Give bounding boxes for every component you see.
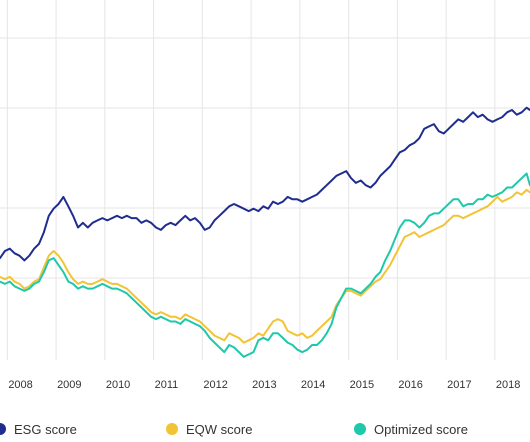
legend-item-optimized[interactable]: Optimized score	[354, 420, 468, 438]
series-line-eqw-score	[0, 188, 530, 344]
x-tick-label-2012: 2012	[203, 379, 227, 391]
x-tick-label-2010: 2010	[106, 379, 130, 391]
x-tick-label-2013: 2013	[252, 379, 276, 391]
grid	[0, 0, 530, 360]
x-tick-label-2017: 2017	[447, 379, 471, 391]
legend-swatch-optimized	[354, 423, 366, 435]
x-tick-label-2014: 2014	[301, 379, 325, 391]
x-tick-label-2018: 2018	[496, 379, 520, 391]
legend: ESG score EQW score Optimized score	[0, 420, 530, 440]
x-tick-label-2016: 2016	[398, 379, 422, 391]
legend-item-eqw[interactable]: EQW score	[166, 420, 252, 438]
x-tick-label-2011: 2011	[155, 379, 179, 391]
legend-swatch-eqw	[166, 423, 178, 435]
series-line-optimized-score	[0, 172, 530, 358]
legend-label-optimized: Optimized score	[374, 421, 468, 437]
legend-swatch-esg	[0, 423, 6, 435]
series-line-esg-score	[0, 106, 530, 262]
series-layer	[0, 106, 530, 358]
x-tick-label-2015: 2015	[350, 379, 374, 391]
legend-label-eqw: EQW score	[186, 421, 253, 437]
x-axis-tick-labels: 2008 2009 2010 2011 2012 2013 2014 2015 2016 2017…	[8, 379, 520, 391]
x-tick-label-2009: 2009	[57, 379, 81, 391]
legend-label-esg: ESG score	[14, 421, 77, 437]
x-tick-label-2008: 2008	[8, 379, 32, 391]
legend-item-esg[interactable]: ESG score	[0, 420, 77, 438]
